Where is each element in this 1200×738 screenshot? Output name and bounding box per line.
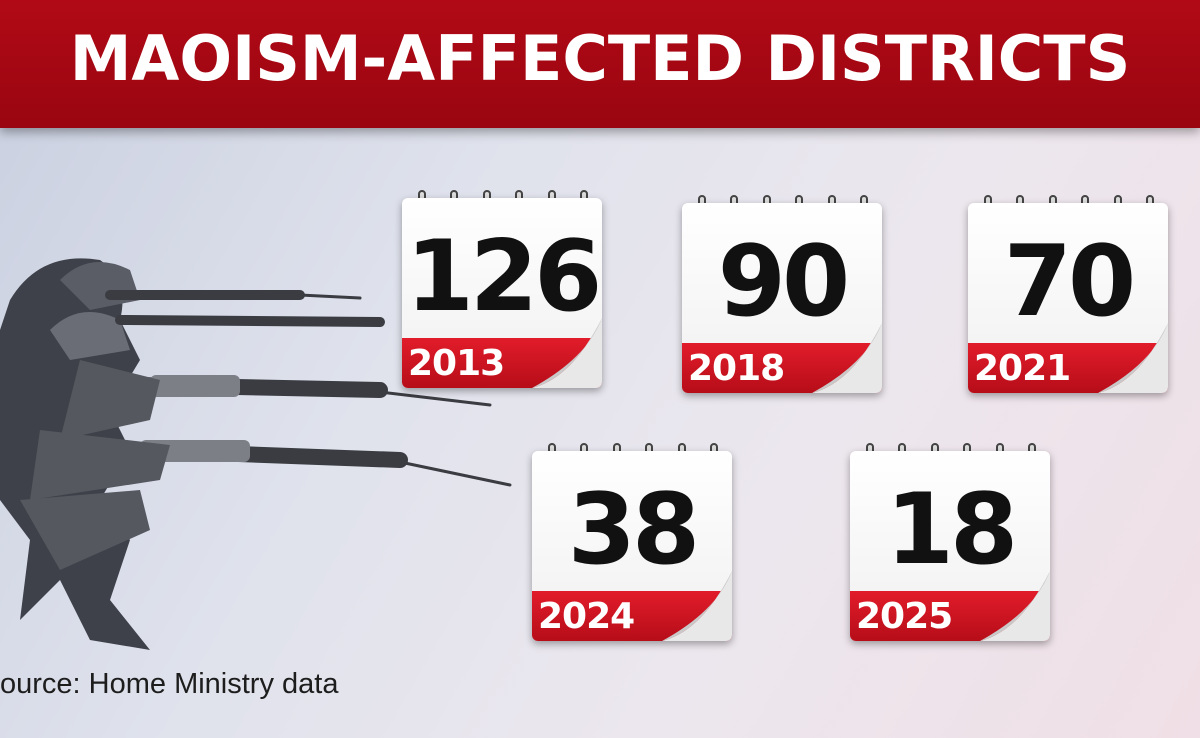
page-curl xyxy=(662,571,732,641)
district-count: 126 xyxy=(405,220,602,334)
calendar-card-2021: 70 2021 xyxy=(968,195,1168,395)
page-curl xyxy=(532,318,602,388)
district-count: 38 xyxy=(567,473,700,587)
source-caption: ource: Home Ministry data xyxy=(0,668,339,700)
district-count: 70 xyxy=(1003,225,1136,339)
page-curl xyxy=(812,323,882,393)
calendar-card-2013: 126 2013 xyxy=(402,190,602,390)
calendar-card-2025: 18 2025 xyxy=(850,443,1050,643)
soldiers-illustration xyxy=(0,258,512,650)
year-label: 2018 xyxy=(688,348,785,389)
district-count: 90 xyxy=(717,225,850,339)
header-banner: MAOISM-AFFECTED DISTRICTS xyxy=(0,0,1200,128)
page-curl xyxy=(1098,323,1168,393)
year-label: 2021 xyxy=(974,348,1071,389)
page-curl xyxy=(980,571,1050,641)
calendar-card-2024: 38 2024 xyxy=(532,443,732,643)
year-label: 2025 xyxy=(856,596,953,637)
calendar-card-2018: 90 2018 xyxy=(682,195,882,395)
district-count: 18 xyxy=(885,473,1018,587)
year-label: 2024 xyxy=(538,596,635,637)
year-label: 2013 xyxy=(408,343,505,384)
page-title: MAOISM-AFFECTED DISTRICTS xyxy=(69,21,1131,95)
